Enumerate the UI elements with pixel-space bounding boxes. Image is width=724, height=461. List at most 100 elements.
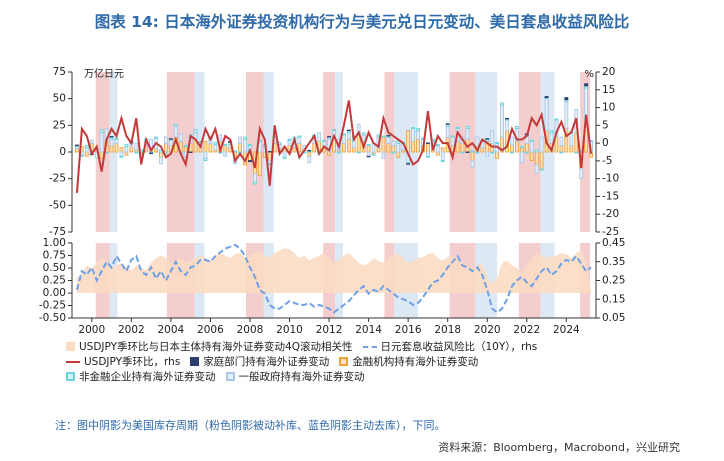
government-bar bbox=[159, 156, 163, 165]
x-tick-label: 2004 bbox=[158, 324, 185, 335]
financial-bar bbox=[406, 130, 411, 153]
nonfinancial-bar bbox=[287, 138, 292, 141]
chart-title: 图表 14: 日本海外证券投资机构行为与美元兑日元变动、美日套息收益风险比 bbox=[94, 13, 630, 31]
legend-swatch-nonfinancial bbox=[66, 372, 75, 381]
legend-item-government: 一般政府持有海外证券变动 bbox=[225, 369, 365, 384]
government-bar bbox=[391, 140, 396, 147]
government-bar bbox=[124, 146, 129, 153]
government-bar bbox=[346, 132, 351, 140]
nonfinancial-bar bbox=[203, 157, 208, 161]
chart-svg: -75-50-250255075-25-20-15-10-505101520-0… bbox=[39, 66, 626, 335]
nonfinancial-bar bbox=[529, 139, 534, 142]
x-tick-label: 2006 bbox=[197, 324, 224, 335]
government-bar bbox=[445, 125, 450, 138]
government-bar bbox=[569, 132, 574, 147]
government-bar bbox=[505, 119, 509, 132]
government-bar bbox=[490, 130, 495, 144]
nonfinancial-bar bbox=[84, 145, 89, 149]
x-tick-label: 2022 bbox=[513, 324, 540, 335]
top-y-unit-label: 万亿日元 bbox=[84, 67, 124, 80]
government-bar bbox=[297, 136, 302, 144]
government-bar bbox=[287, 139, 292, 147]
financial-bar bbox=[203, 140, 208, 153]
government-bar bbox=[539, 136, 544, 153]
carry-ratio-line bbox=[75, 243, 592, 314]
government-bar bbox=[149, 138, 154, 149]
financial-bar bbox=[159, 151, 163, 158]
bottom-y-tick-label: 0.25 bbox=[43, 275, 66, 287]
financial-bar bbox=[99, 151, 104, 159]
legend-label-nonfinancial: 非金融企业持有海外证券变动 bbox=[79, 371, 216, 383]
government-bar bbox=[425, 151, 430, 157]
government-bar bbox=[450, 136, 455, 147]
top-rhs-tick-label: 10 bbox=[602, 102, 615, 114]
government-bar bbox=[549, 132, 554, 144]
nonfinancial-bar bbox=[534, 149, 539, 153]
government-bar bbox=[529, 140, 534, 153]
financial-bar bbox=[129, 146, 134, 153]
government-bar bbox=[238, 136, 243, 144]
top-rhs-tick-label: -25 bbox=[602, 226, 619, 238]
government-bar bbox=[564, 101, 569, 129]
top-rhs-unit-label: % bbox=[584, 69, 594, 80]
nonfinancial-bar bbox=[337, 151, 341, 154]
household-bar bbox=[564, 97, 569, 101]
nonfinancial-bar bbox=[297, 135, 302, 138]
government-bar bbox=[84, 147, 89, 153]
government-bar bbox=[307, 155, 312, 164]
nonfinancial-bar bbox=[519, 146, 524, 149]
legend-row-2: USDJPY季环比，rhs 家庭部门持有海外证券变动 金融机构持有海外证券变动 bbox=[66, 354, 626, 369]
nonfinancial-bar bbox=[411, 127, 416, 129]
nonfinancial-bar bbox=[213, 141, 218, 145]
financial-bar bbox=[425, 143, 430, 153]
financial-bar bbox=[529, 151, 534, 161]
nonfinancial-bar bbox=[356, 151, 361, 154]
government-bar bbox=[544, 98, 549, 132]
household-bar bbox=[544, 96, 549, 99]
x-tick-label: 2000 bbox=[78, 324, 105, 335]
top-y-tick-label: 0 bbox=[59, 146, 66, 158]
nonfinancial-bar bbox=[154, 136, 158, 139]
financial-bar bbox=[208, 143, 213, 153]
government-bar bbox=[510, 136, 514, 147]
nonfinancial-bar bbox=[99, 129, 104, 134]
usdjpy-line bbox=[75, 100, 593, 193]
legend-item-financial: 金融机构持有海外证券变动 bbox=[339, 354, 478, 369]
financial-bar bbox=[569, 145, 574, 153]
legend-swatch-government bbox=[225, 372, 235, 381]
top-y-tick-label: 50 bbox=[53, 93, 66, 105]
legend-item-carry: 日元套息收益风险比（10Y），rhs bbox=[362, 339, 537, 354]
nonfinancial-bar bbox=[435, 144, 440, 147]
government-bar bbox=[519, 151, 524, 164]
financial-bar bbox=[411, 140, 416, 153]
top-y-tick-label: 25 bbox=[53, 119, 66, 131]
nonfinancial-bar bbox=[119, 155, 124, 158]
financial-bar bbox=[524, 143, 529, 153]
household-bar bbox=[366, 155, 371, 158]
bottom-rhs-tick-label: 0.45 bbox=[602, 237, 625, 249]
nonfinancial-bar bbox=[173, 123, 178, 127]
x-tick-label: 2010 bbox=[276, 324, 303, 335]
financial-bar bbox=[346, 138, 351, 153]
government-bar bbox=[109, 138, 114, 147]
government-bar bbox=[341, 134, 346, 144]
government-bar bbox=[559, 136, 564, 147]
nonfinancial-bar bbox=[574, 151, 579, 154]
financial-bar bbox=[183, 146, 188, 153]
legend-item-household: 家庭部门持有海外证券变动 bbox=[190, 354, 329, 369]
nonfinancial-bar bbox=[322, 139, 327, 142]
financial-bar bbox=[366, 145, 371, 153]
legend-item-usdjpy: USDJPY季环比，rhs bbox=[66, 354, 180, 369]
household-bar bbox=[267, 151, 272, 153]
nonfinancial-bar bbox=[460, 151, 465, 154]
financial-bar bbox=[119, 147, 124, 153]
legend-label-correlation: USDJPY季环比与日本主体持有海外证券变动4Q滚动相关性 bbox=[79, 341, 353, 353]
financial-bar bbox=[386, 143, 391, 153]
financial-bar bbox=[307, 151, 312, 157]
government-bar bbox=[252, 172, 257, 183]
government-bar bbox=[386, 136, 391, 144]
legend-row-3: 非金融企业持有海外证券变动 一般政府持有海外证券变动 bbox=[66, 369, 626, 384]
government-bar bbox=[322, 140, 327, 147]
top-y-tick-label: -25 bbox=[49, 173, 66, 185]
government-bar bbox=[218, 134, 223, 142]
